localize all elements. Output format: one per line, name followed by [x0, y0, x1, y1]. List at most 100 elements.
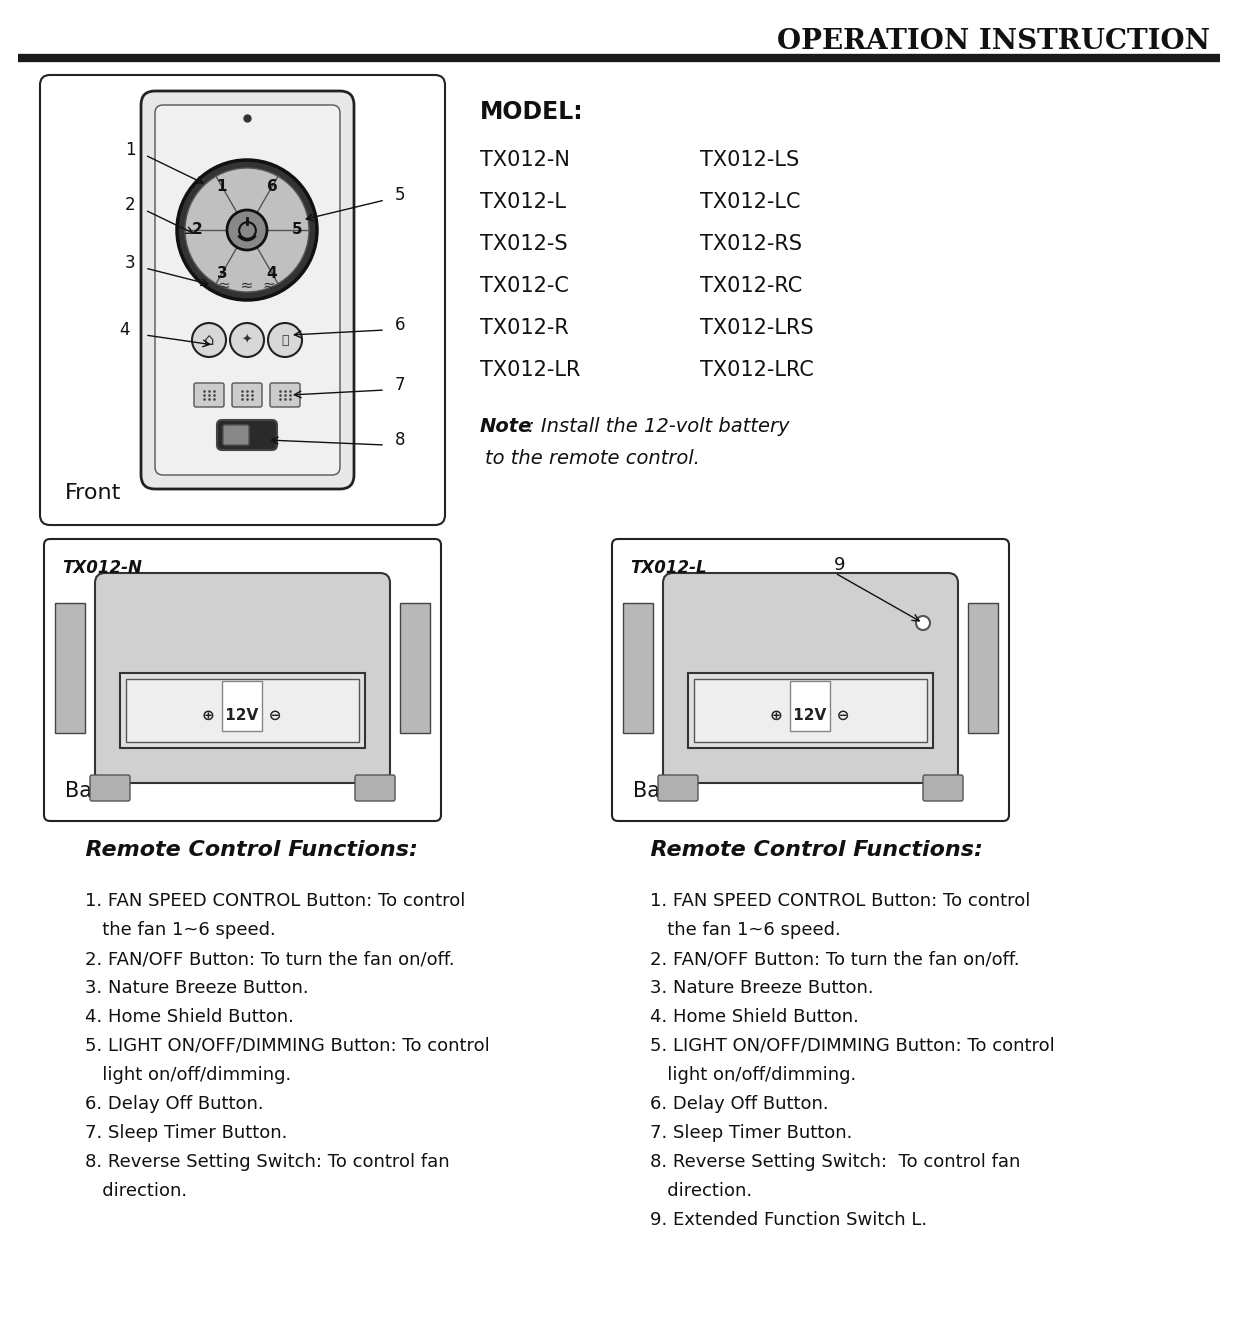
FancyBboxPatch shape	[233, 382, 262, 407]
Text: TX012-LS: TX012-LS	[700, 149, 799, 169]
Text: 4. Home Shield Button.: 4. Home Shield Button.	[85, 1008, 294, 1027]
Text: 5: 5	[395, 187, 406, 204]
FancyBboxPatch shape	[223, 425, 249, 445]
Text: Back: Back	[66, 781, 115, 800]
Bar	[120, 673, 365, 747]
FancyBboxPatch shape	[355, 775, 395, 800]
Text: MODEL:: MODEL:	[480, 101, 584, 124]
Text: TX012-RS: TX012-RS	[700, 234, 802, 254]
Text: ✦: ✦	[241, 333, 252, 347]
Text: Back: Back	[633, 781, 684, 800]
Text: 6: 6	[267, 179, 277, 194]
Text: TX012-C: TX012-C	[480, 277, 569, 296]
FancyBboxPatch shape	[216, 419, 277, 450]
Text: TX012-LC: TX012-LC	[700, 192, 800, 212]
Text: direction.: direction.	[649, 1181, 752, 1200]
Text: 7. Sleep Timer Button.: 7. Sleep Timer Button.	[85, 1125, 287, 1142]
Text: 1. FAN SPEED CONTROL Button: To control: 1. FAN SPEED CONTROL Button: To control	[649, 892, 1030, 910]
Text: to the remote control.: to the remote control.	[485, 448, 700, 468]
FancyBboxPatch shape	[663, 573, 957, 783]
Text: Front: Front	[66, 483, 121, 503]
Circle shape	[228, 210, 267, 250]
Text: 8. Reverse Setting Switch:  To control fan: 8. Reverse Setting Switch: To control fa…	[649, 1154, 1021, 1171]
FancyBboxPatch shape	[95, 573, 390, 783]
Text: 3. Nature Breeze Button.: 3. Nature Breeze Button.	[85, 979, 308, 998]
Text: the fan 1~6 speed.: the fan 1~6 speed.	[85, 921, 276, 939]
Bar	[969, 603, 998, 733]
Text: 9: 9	[834, 556, 846, 574]
Text: 5. LIGHT ON/OFF/DIMMING Button: To control: 5. LIGHT ON/OFF/DIMMING Button: To contr…	[649, 1037, 1055, 1054]
FancyBboxPatch shape	[45, 538, 442, 822]
Text: 1: 1	[125, 142, 135, 159]
Text: ⌂: ⌂	[204, 331, 214, 349]
Text: 9. Extended Function Switch L.: 9. Extended Function Switch L.	[649, 1211, 927, 1229]
Bar	[126, 679, 359, 742]
Text: ⊕  12V  ⊖: ⊕ 12V ⊖	[203, 708, 282, 722]
Text: 3. Nature Breeze Button.: 3. Nature Breeze Button.	[649, 979, 873, 998]
Text: Note: Note	[480, 417, 532, 437]
Circle shape	[268, 323, 302, 357]
Circle shape	[230, 323, 263, 357]
Text: 5. LIGHT ON/OFF/DIMMING Button: To control: 5. LIGHT ON/OFF/DIMMING Button: To contr…	[85, 1037, 490, 1054]
Text: 4. Home Shield Button.: 4. Home Shield Button.	[649, 1008, 858, 1027]
Text: : Install the 12-volt battery: : Install the 12-volt battery	[528, 417, 789, 437]
Bar	[221, 681, 262, 732]
Text: 6: 6	[395, 316, 406, 333]
Text: TX012-LRC: TX012-LRC	[700, 360, 814, 380]
Text: 2: 2	[192, 222, 203, 238]
Text: TX012-RC: TX012-RC	[700, 277, 803, 296]
Text: ⏱: ⏱	[281, 333, 288, 347]
Text: ≈  ≈  ≈: ≈ ≈ ≈	[218, 278, 276, 292]
Text: the fan 1~6 speed.: the fan 1~6 speed.	[649, 921, 841, 939]
Circle shape	[177, 160, 317, 300]
FancyBboxPatch shape	[40, 75, 445, 525]
Bar	[790, 681, 830, 732]
Text: 2. FAN/OFF Button: To turn the fan on/off.: 2. FAN/OFF Button: To turn the fan on/of…	[85, 950, 455, 968]
Text: TX012-LRS: TX012-LRS	[700, 318, 814, 337]
FancyBboxPatch shape	[270, 382, 301, 407]
FancyBboxPatch shape	[90, 775, 130, 800]
Text: 7: 7	[395, 376, 406, 394]
Circle shape	[917, 617, 930, 630]
Circle shape	[186, 168, 309, 292]
Text: light on/off/dimming.: light on/off/dimming.	[85, 1066, 291, 1084]
Text: Remote Control Functions:: Remote Control Functions:	[635, 840, 983, 860]
Text: TX012-N: TX012-N	[480, 149, 570, 169]
Text: light on/off/dimming.: light on/off/dimming.	[649, 1066, 856, 1084]
Text: TX012-R: TX012-R	[480, 318, 569, 337]
Text: TX012-N: TX012-N	[62, 560, 142, 577]
Text: 4: 4	[120, 321, 130, 339]
Text: 4: 4	[267, 266, 277, 280]
Text: 8. Reverse Setting Switch: To control fan: 8. Reverse Setting Switch: To control fa…	[85, 1154, 449, 1171]
Circle shape	[192, 323, 226, 357]
Text: 7. Sleep Timer Button.: 7. Sleep Timer Button.	[649, 1125, 852, 1142]
Text: 6. Delay Off Button.: 6. Delay Off Button.	[649, 1095, 829, 1113]
Text: 6. Delay Off Button.: 6. Delay Off Button.	[85, 1095, 263, 1113]
FancyBboxPatch shape	[923, 775, 962, 800]
Text: 8: 8	[395, 431, 406, 448]
Text: 1: 1	[216, 179, 228, 194]
Text: OPERATION INSTRUCTION: OPERATION INSTRUCTION	[777, 28, 1210, 56]
Text: Remote Control Functions:: Remote Control Functions:	[71, 840, 418, 860]
Bar	[54, 603, 85, 733]
Text: TX012-L: TX012-L	[480, 192, 567, 212]
Text: 2: 2	[125, 196, 135, 214]
FancyBboxPatch shape	[658, 775, 698, 800]
Text: ⊕  12V  ⊖: ⊕ 12V ⊖	[771, 708, 850, 722]
Bar	[400, 603, 430, 733]
FancyBboxPatch shape	[612, 538, 1009, 822]
Text: 3: 3	[125, 254, 135, 273]
Text: 2. FAN/OFF Button: To turn the fan on/off.: 2. FAN/OFF Button: To turn the fan on/of…	[649, 950, 1019, 968]
Text: TX012-S: TX012-S	[480, 234, 568, 254]
FancyBboxPatch shape	[194, 382, 224, 407]
Text: 3: 3	[216, 266, 228, 280]
Text: TX012-L: TX012-L	[630, 560, 706, 577]
Text: direction.: direction.	[85, 1181, 187, 1200]
Text: 5: 5	[292, 222, 302, 238]
Bar	[694, 679, 927, 742]
FancyBboxPatch shape	[141, 91, 354, 490]
Text: TX012-LR: TX012-LR	[480, 360, 580, 380]
Bar	[688, 673, 933, 747]
Bar	[623, 603, 653, 733]
FancyBboxPatch shape	[155, 105, 340, 475]
